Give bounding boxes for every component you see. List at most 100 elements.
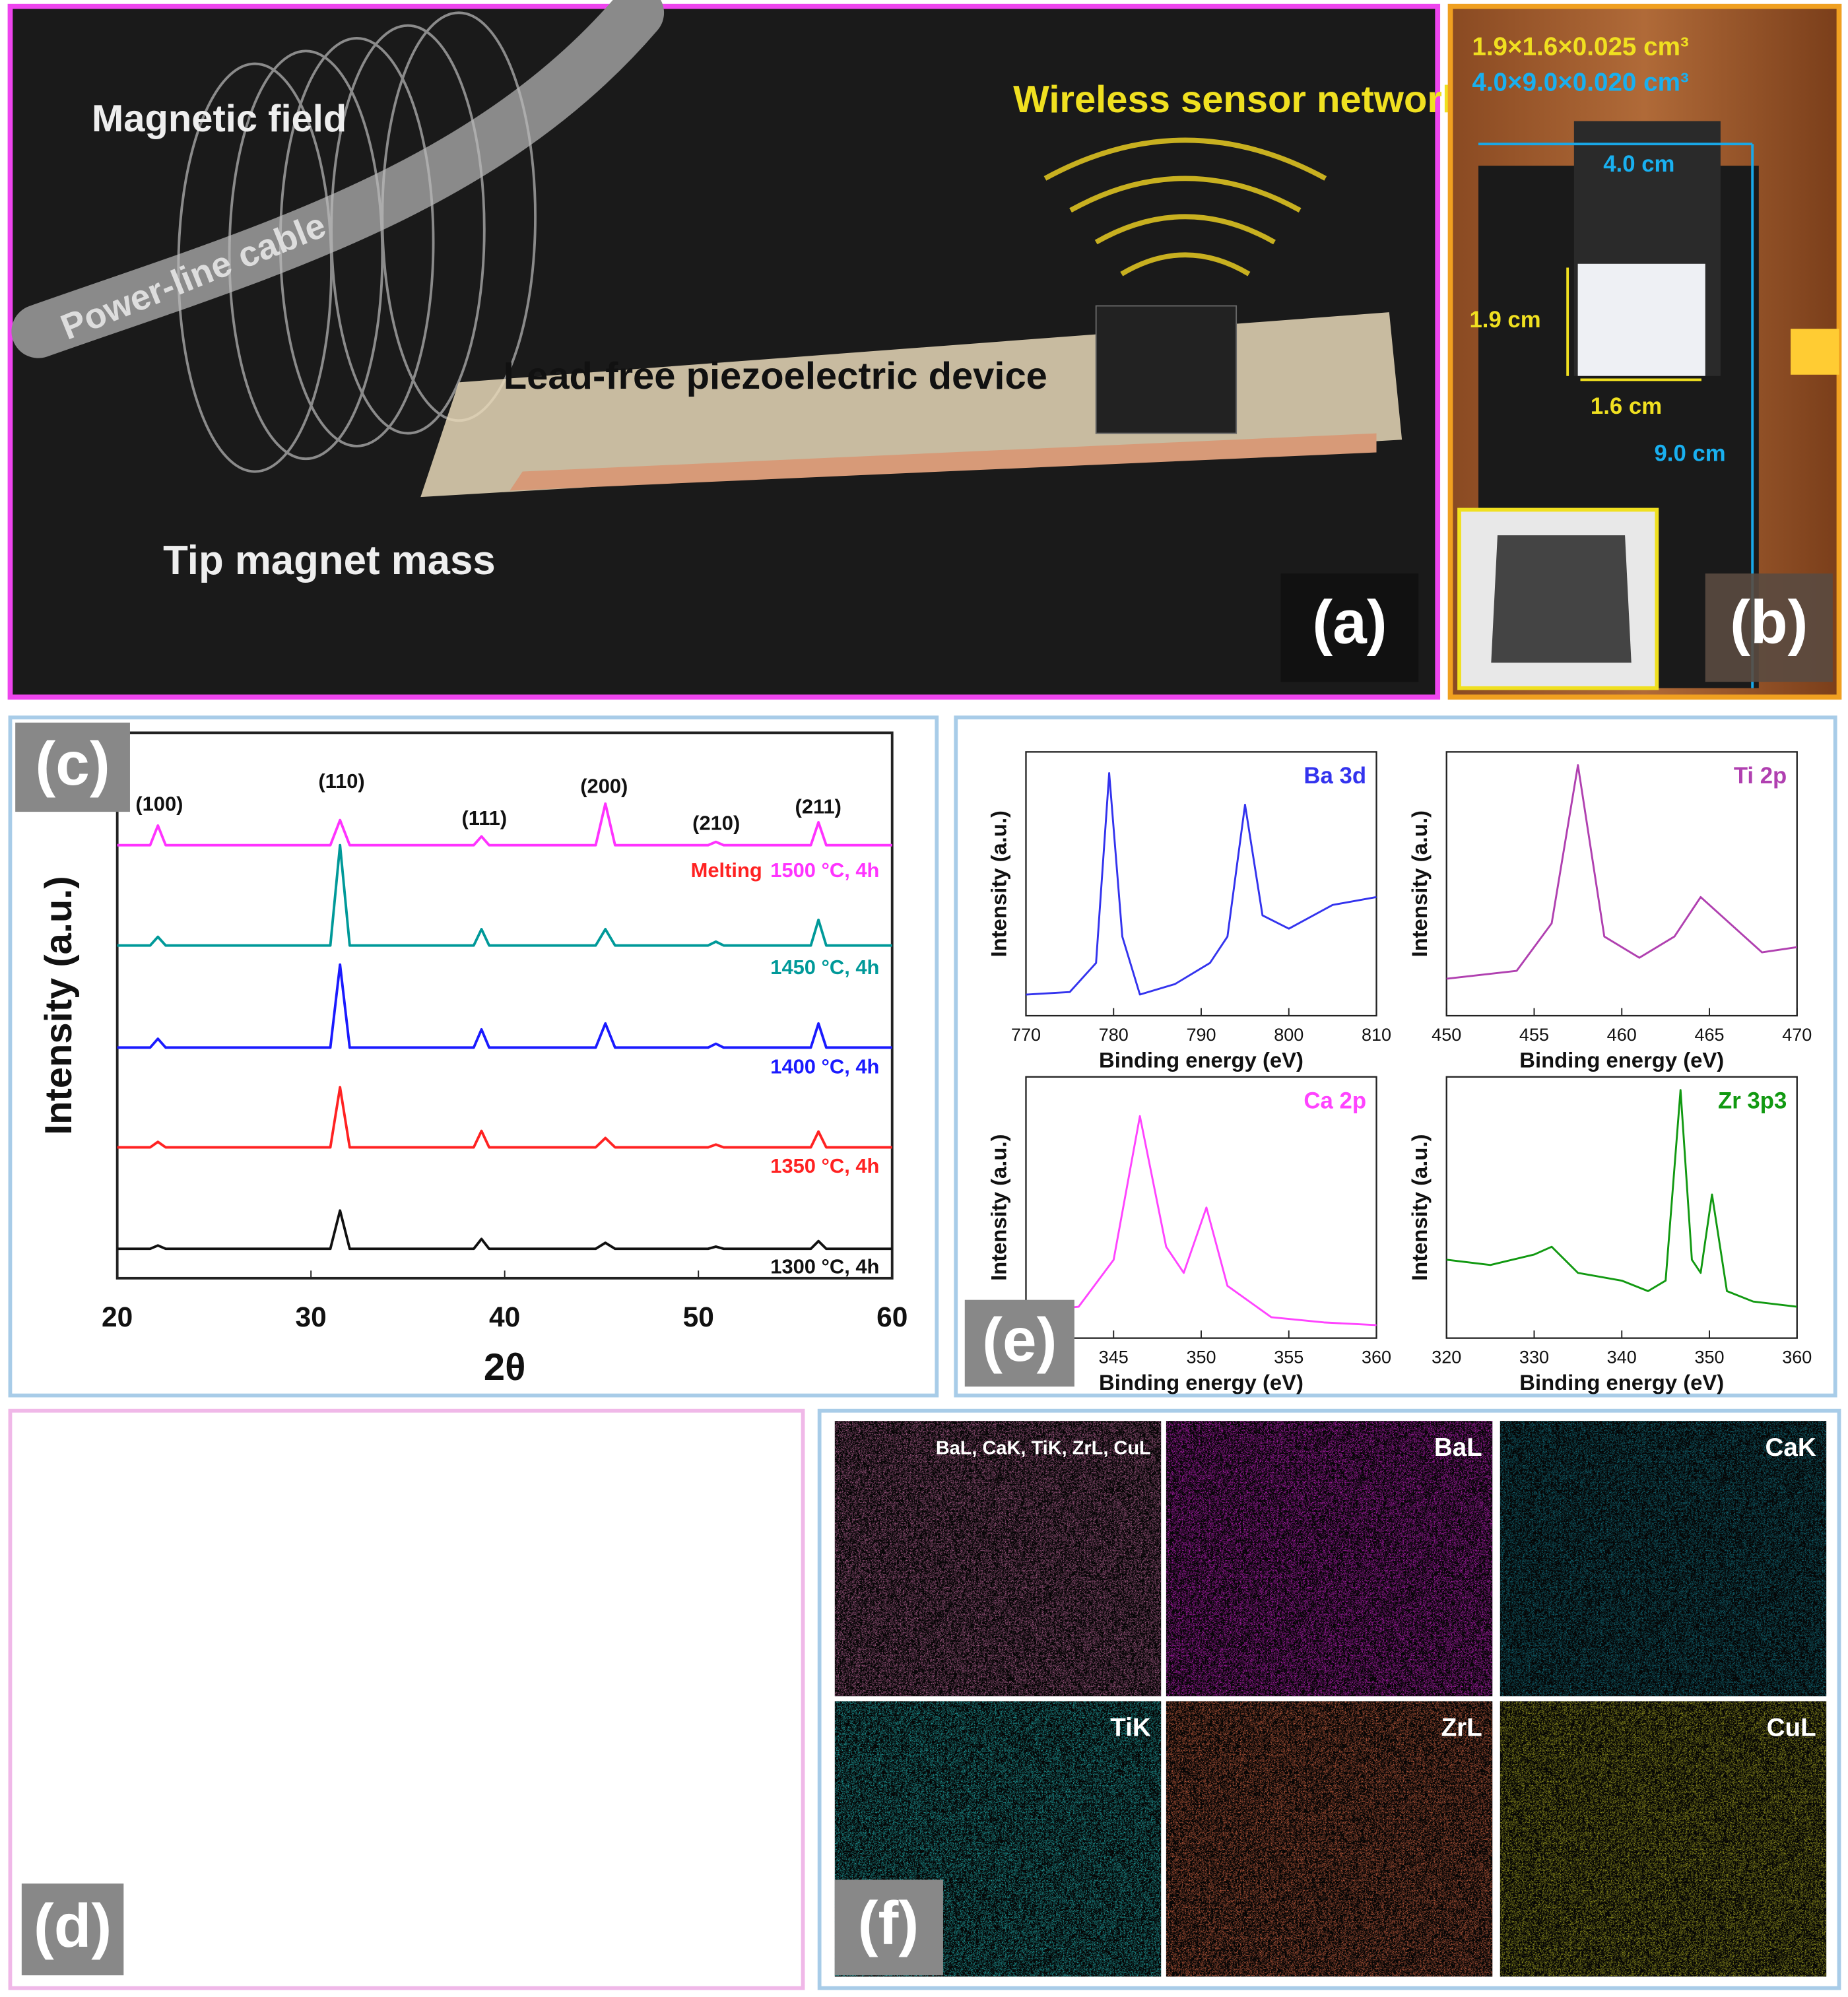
panel-label: (b) bbox=[1730, 588, 1808, 657]
panel-b: 1.9×1.6×0.025 cm³ 4.0×9.0×0.020 cm³ 4.0 … bbox=[1447, 3, 1842, 700]
map-label: BaL bbox=[1434, 1433, 1482, 1462]
inset-sample bbox=[1491, 535, 1632, 663]
sensor-board bbox=[1095, 305, 1238, 434]
series-line bbox=[117, 802, 892, 847]
text: 9.0 cm bbox=[1654, 442, 1725, 467]
x-tick-label: 465 bbox=[1694, 1025, 1724, 1045]
series-line bbox=[117, 843, 892, 947]
y-axis-label: Intensity (a.u.) bbox=[1407, 810, 1432, 957]
x-tick-label: 340 bbox=[1607, 1348, 1637, 1367]
panel-label: (a) bbox=[1312, 588, 1387, 657]
text: Tip magnet mass bbox=[163, 538, 496, 583]
label-box bbox=[21, 1883, 124, 1976]
map-label: ZrL bbox=[1441, 1714, 1482, 1742]
x-axis-label: 2θ bbox=[484, 1346, 526, 1389]
x-axis-label: Binding energy (eV) bbox=[1099, 1047, 1304, 1072]
wireless-arcs bbox=[1043, 137, 1327, 277]
text: Magnetic field bbox=[92, 98, 346, 140]
panel-label: (e) bbox=[982, 1305, 1057, 1374]
annotation: (211) bbox=[795, 795, 842, 818]
x-tick-label: 455 bbox=[1519, 1025, 1549, 1045]
x-tick-label: 350 bbox=[1694, 1348, 1724, 1367]
eds-signal bbox=[834, 1421, 1162, 1697]
text: Lead-free piezoelectric device bbox=[504, 355, 1047, 397]
x-tick-label: 460 bbox=[1607, 1025, 1637, 1045]
panel-label: (f) bbox=[858, 1889, 919, 1957]
x-tick-label: 360 bbox=[1362, 1348, 1391, 1367]
series-line bbox=[117, 1086, 892, 1149]
annotation: (110) bbox=[318, 769, 364, 793]
text: 1.6 cm bbox=[1591, 394, 1662, 419]
annotation: Melting bbox=[691, 859, 762, 882]
series-label: 1450 °C, 4h bbox=[770, 956, 879, 979]
x-tick-label: 40 bbox=[489, 1302, 520, 1333]
map-label: TiK bbox=[1110, 1714, 1151, 1742]
x-tick-label: 470 bbox=[1782, 1025, 1812, 1045]
map-label: BaL, CaK, TiK, ZrL, CuL bbox=[936, 1437, 1151, 1458]
x-tick-label: 330 bbox=[1519, 1348, 1549, 1367]
charts: 20 30 40 50 60 2θ Intensity (a.u.) 1500 °C, 4h 1… bbox=[38, 731, 1812, 1394]
label-box bbox=[964, 1299, 1074, 1387]
text: 4.0×9.0×0.020 cm³ bbox=[1472, 69, 1689, 97]
chart-title: Ba 3d bbox=[1304, 764, 1366, 789]
series-label: 1300 °C, 4h bbox=[770, 1255, 879, 1278]
x-tick-label: 350 bbox=[1186, 1348, 1216, 1367]
label-box bbox=[15, 722, 130, 812]
annotation: (200) bbox=[580, 775, 628, 798]
x-tick-label: 800 bbox=[1274, 1025, 1304, 1045]
map-label: CaK bbox=[1765, 1433, 1816, 1462]
series-line bbox=[117, 963, 892, 1049]
series-label: 1350 °C, 4h bbox=[770, 1154, 879, 1177]
eds-signal bbox=[1166, 1701, 1493, 1977]
x-axis-label: Binding energy (eV) bbox=[1519, 1370, 1724, 1394]
series-line bbox=[1026, 771, 1377, 996]
map-label: CuL bbox=[1767, 1714, 1816, 1742]
chart-title: Ti 2p bbox=[1734, 764, 1787, 789]
series-line bbox=[1446, 764, 1797, 980]
series-label: 1500 °C, 4h bbox=[770, 859, 879, 882]
chart-title: Zr 3p3 bbox=[1718, 1089, 1787, 1114]
panel-c-frame bbox=[8, 715, 939, 1398]
electrode bbox=[510, 433, 1377, 491]
x-tick-label: 320 bbox=[1432, 1348, 1461, 1367]
x-tick-label: 355 bbox=[1274, 1348, 1304, 1367]
x-tick-label: 30 bbox=[296, 1302, 327, 1333]
panel-d-frame bbox=[8, 1408, 805, 1990]
text: 4.0 cm bbox=[1603, 152, 1674, 177]
x-tick-label: 50 bbox=[683, 1302, 714, 1333]
text: 1.9 cm bbox=[1469, 308, 1540, 333]
chart-title: Ca 2p bbox=[1304, 1089, 1366, 1114]
eds-signal bbox=[1500, 1701, 1827, 1977]
x-tick-label: 770 bbox=[1011, 1025, 1041, 1045]
annotation: (111) bbox=[461, 806, 507, 830]
eds-signal bbox=[1500, 1421, 1827, 1697]
clamp bbox=[1791, 329, 1839, 375]
label-box bbox=[1705, 573, 1833, 682]
x-axis-label: Binding energy (eV) bbox=[1519, 1047, 1724, 1072]
x-tick-label: 20 bbox=[102, 1302, 133, 1333]
y-axis-label: Intensity (a.u.) bbox=[1407, 1134, 1432, 1280]
y-axis-label: Intensity (a.u.) bbox=[987, 1134, 1011, 1280]
annotation: (210) bbox=[692, 812, 740, 835]
y-axis-label: Intensity (a.u.) bbox=[987, 810, 1011, 957]
eds-maps: BaL, CaK, TiK, ZrL, CuL BaL CaK TiK ZrL CuL bbox=[834, 1421, 1827, 1977]
text: 1.9×1.6×0.025 cm³ bbox=[1472, 33, 1689, 61]
annotation: (100) bbox=[135, 793, 183, 816]
label-box bbox=[834, 1880, 943, 1976]
x-tick-label: 345 bbox=[1099, 1348, 1129, 1367]
x-tick-label: 60 bbox=[876, 1302, 908, 1333]
x-axis-label: Binding energy (eV) bbox=[1099, 1370, 1304, 1394]
panel-e-frame bbox=[954, 715, 1837, 1398]
panel-label: (c) bbox=[35, 729, 110, 798]
panel-label: (d) bbox=[34, 1891, 112, 1960]
text: Wireless sensor network bbox=[1013, 79, 1464, 121]
x-tick-label: 790 bbox=[1186, 1025, 1216, 1045]
eds-signal bbox=[1166, 1421, 1493, 1697]
series-line bbox=[117, 1209, 892, 1251]
x-tick-label: 810 bbox=[1362, 1025, 1391, 1045]
x-tick-label: 450 bbox=[1432, 1025, 1461, 1045]
series-label: 1400 °C, 4h bbox=[770, 1055, 879, 1078]
series-line bbox=[1026, 1115, 1377, 1326]
series-line bbox=[1446, 1089, 1797, 1308]
